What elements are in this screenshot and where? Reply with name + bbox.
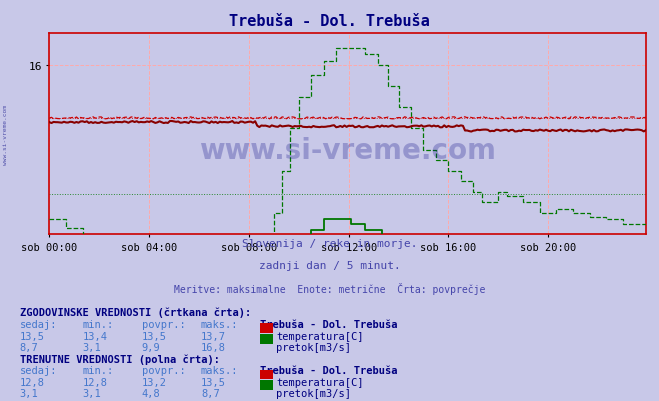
Text: 4,8: 4,8	[142, 388, 160, 398]
Text: pretok[m3/s]: pretok[m3/s]	[276, 388, 351, 398]
Text: zadnji dan / 5 minut.: zadnji dan / 5 minut.	[258, 261, 401, 271]
Text: maks.:: maks.:	[201, 365, 239, 375]
Text: www.si-vreme.com: www.si-vreme.com	[199, 136, 496, 164]
Text: 3,1: 3,1	[82, 388, 101, 398]
Text: 13,2: 13,2	[142, 377, 167, 387]
Text: Trebuša - Dol. Trebuša: Trebuša - Dol. Trebuša	[260, 319, 398, 329]
Text: min.:: min.:	[82, 365, 113, 375]
Text: povpr.:: povpr.:	[142, 365, 185, 375]
Text: sedaj:: sedaj:	[20, 319, 57, 329]
Text: temperatura[C]: temperatura[C]	[276, 377, 364, 387]
Text: 13,5: 13,5	[20, 331, 45, 341]
Text: sedaj:: sedaj:	[20, 365, 57, 375]
Text: temperatura[C]: temperatura[C]	[276, 331, 364, 341]
Text: Trebuša - Dol. Trebuša: Trebuša - Dol. Trebuša	[229, 14, 430, 29]
Text: 12,8: 12,8	[82, 377, 107, 387]
Text: Trebuša - Dol. Trebuša: Trebuša - Dol. Trebuša	[260, 365, 398, 375]
Text: 13,5: 13,5	[142, 331, 167, 341]
Text: 9,9: 9,9	[142, 342, 160, 352]
Text: 3,1: 3,1	[82, 342, 101, 352]
Text: pretok[m3/s]: pretok[m3/s]	[276, 342, 351, 352]
Text: 12,8: 12,8	[20, 377, 45, 387]
Text: 13,7: 13,7	[201, 331, 226, 341]
Text: 3,1: 3,1	[20, 388, 38, 398]
Text: www.si-vreme.com: www.si-vreme.com	[3, 104, 8, 164]
Text: 8,7: 8,7	[201, 388, 219, 398]
Text: min.:: min.:	[82, 319, 113, 329]
Text: 8,7: 8,7	[20, 342, 38, 352]
Text: TRENUTNE VREDNOSTI (polna črta):: TRENUTNE VREDNOSTI (polna črta):	[20, 354, 219, 364]
Text: Meritve: maksimalne  Enote: metrične  Črta: povprečje: Meritve: maksimalne Enote: metrične Črta…	[174, 283, 485, 295]
Text: ZGODOVINSKE VREDNOSTI (črtkana črta):: ZGODOVINSKE VREDNOSTI (črtkana črta):	[20, 307, 251, 317]
Text: 16,8: 16,8	[201, 342, 226, 352]
Text: 13,5: 13,5	[201, 377, 226, 387]
Text: povpr.:: povpr.:	[142, 319, 185, 329]
Text: 13,4: 13,4	[82, 331, 107, 341]
Text: Slovenija / reke in morje.: Slovenija / reke in morje.	[242, 239, 417, 249]
Text: maks.:: maks.:	[201, 319, 239, 329]
